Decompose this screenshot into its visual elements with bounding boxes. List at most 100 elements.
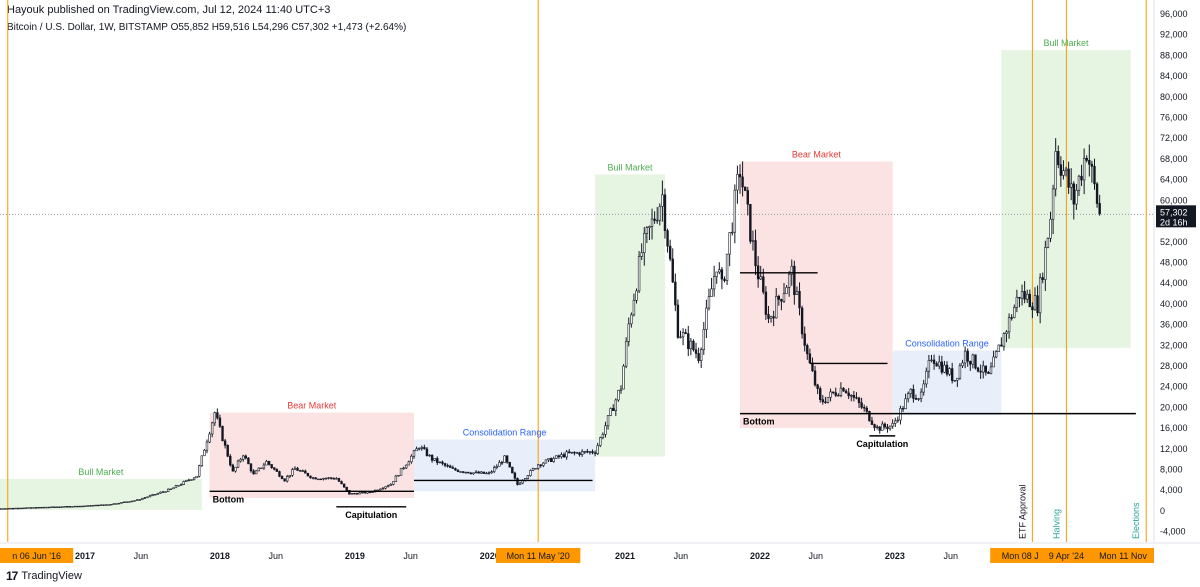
candle-420	[1085, 155, 1088, 163]
candle-163	[420, 445, 423, 451]
candle-body-179	[461, 471, 465, 473]
candle-216	[557, 454, 561, 459]
candle-body-37	[94, 504, 97, 507]
candle-262	[676, 299, 680, 339]
candle-body-335	[865, 407, 868, 412]
candle-body-132	[340, 481, 343, 485]
candle-body-210	[542, 462, 545, 466]
candle-body-325	[839, 387, 843, 396]
publish-info: Hayouk published on TradingView.com, Jul…	[7, 4, 331, 16]
candle-245	[632, 293, 636, 317]
candle-339	[875, 424, 879, 430]
event-date-tag-0	[0, 548, 74, 563]
candle-body-362	[935, 363, 938, 367]
candle-205	[529, 469, 532, 477]
candle-166	[428, 454, 431, 457]
candle-56	[143, 496, 147, 499]
candle-body-10	[24, 507, 28, 509]
candle-body-150	[386, 485, 390, 487]
candle-body-134	[345, 486, 348, 491]
candle-body-276	[712, 276, 716, 290]
candle-72	[185, 479, 188, 482]
candle-body-342	[883, 423, 887, 428]
candle-96	[247, 457, 250, 465]
candle-26	[66, 506, 69, 508]
candle-29	[73, 505, 77, 508]
candle-body-24	[60, 506, 64, 508]
candle-17	[42, 506, 46, 509]
candle-body-328	[847, 392, 850, 397]
candle-347	[896, 416, 900, 423]
candle-260	[671, 248, 674, 283]
candle-343	[886, 423, 889, 433]
candle-body-264	[681, 332, 685, 338]
candle-body-237	[612, 408, 615, 411]
candle-223	[575, 451, 579, 454]
candle-207	[534, 468, 537, 470]
event-date-label-3: 9 Apr '24	[1049, 551, 1084, 561]
candle-body-97	[249, 463, 253, 472]
candle-271	[699, 347, 703, 368]
candle-89	[229, 454, 232, 467]
candle-168	[433, 458, 436, 462]
x-tick-label-0: 2017	[75, 551, 95, 561]
candle-body-155	[399, 468, 403, 476]
candle-181	[467, 471, 470, 474]
candle-7	[16, 507, 20, 510]
y-tick-label-0: 96,000	[1160, 9, 1188, 19]
candle-154	[397, 474, 400, 477]
candle-body-189	[487, 472, 491, 474]
candle-body-347	[896, 419, 900, 422]
candle-body-131	[337, 478, 341, 482]
candle-214	[552, 456, 555, 463]
candle-body-241	[622, 365, 625, 390]
candle-body-401	[1036, 295, 1039, 314]
candle-body-269	[694, 349, 698, 354]
candle-body-193	[498, 462, 501, 467]
candle-body-259	[668, 245, 672, 260]
candle-237	[612, 404, 615, 411]
candle-body-54	[138, 499, 141, 501]
candle-396	[1023, 281, 1026, 304]
candle-body-159	[410, 455, 413, 463]
candle-body-100	[257, 467, 260, 472]
candle-355	[917, 397, 920, 401]
candle-94	[242, 454, 245, 462]
candle-body-232	[599, 437, 602, 446]
candle-body-152	[392, 481, 395, 485]
candle-body-149	[384, 486, 387, 489]
candle-45	[115, 503, 118, 505]
levels-layer	[209, 272, 1136, 508]
candle-body-28	[71, 506, 74, 508]
candle-337	[870, 416, 874, 426]
y-tick-label-3: 84,000	[1160, 71, 1188, 81]
candle-body-367	[948, 368, 951, 375]
candle-body-285	[736, 174, 739, 191]
zone-label-5: Consolidation Range	[905, 338, 989, 348]
candle-46	[117, 502, 121, 505]
candle-body-271	[699, 349, 703, 361]
candle-body-84	[216, 412, 219, 419]
y-tick-label-8: 64,000	[1160, 175, 1188, 185]
candle-body-227	[586, 451, 589, 453]
candle-99	[254, 469, 258, 475]
annotation-layer: Bull Market Bear Market Consolidation Rang…	[78, 38, 1141, 539]
y-tick-label-18: 24,000	[1160, 382, 1188, 392]
candle-body-130	[335, 478, 338, 480]
x-tick-label-3: Jun	[268, 551, 283, 561]
candle-body-254	[656, 219, 659, 222]
candle-body-297	[767, 314, 770, 319]
candle-309	[798, 282, 801, 316]
candle-189	[487, 471, 491, 475]
candle-11	[27, 507, 30, 509]
candle-body-304	[785, 287, 788, 294]
candle-body-415	[1072, 183, 1075, 205]
candle-68	[174, 484, 178, 489]
candle-body-65	[166, 488, 170, 492]
candle-169	[436, 456, 439, 466]
candle-body-375	[969, 360, 972, 365]
candle-190	[490, 470, 493, 474]
candle-body-386	[997, 344, 1000, 352]
candle-118	[304, 469, 307, 474]
